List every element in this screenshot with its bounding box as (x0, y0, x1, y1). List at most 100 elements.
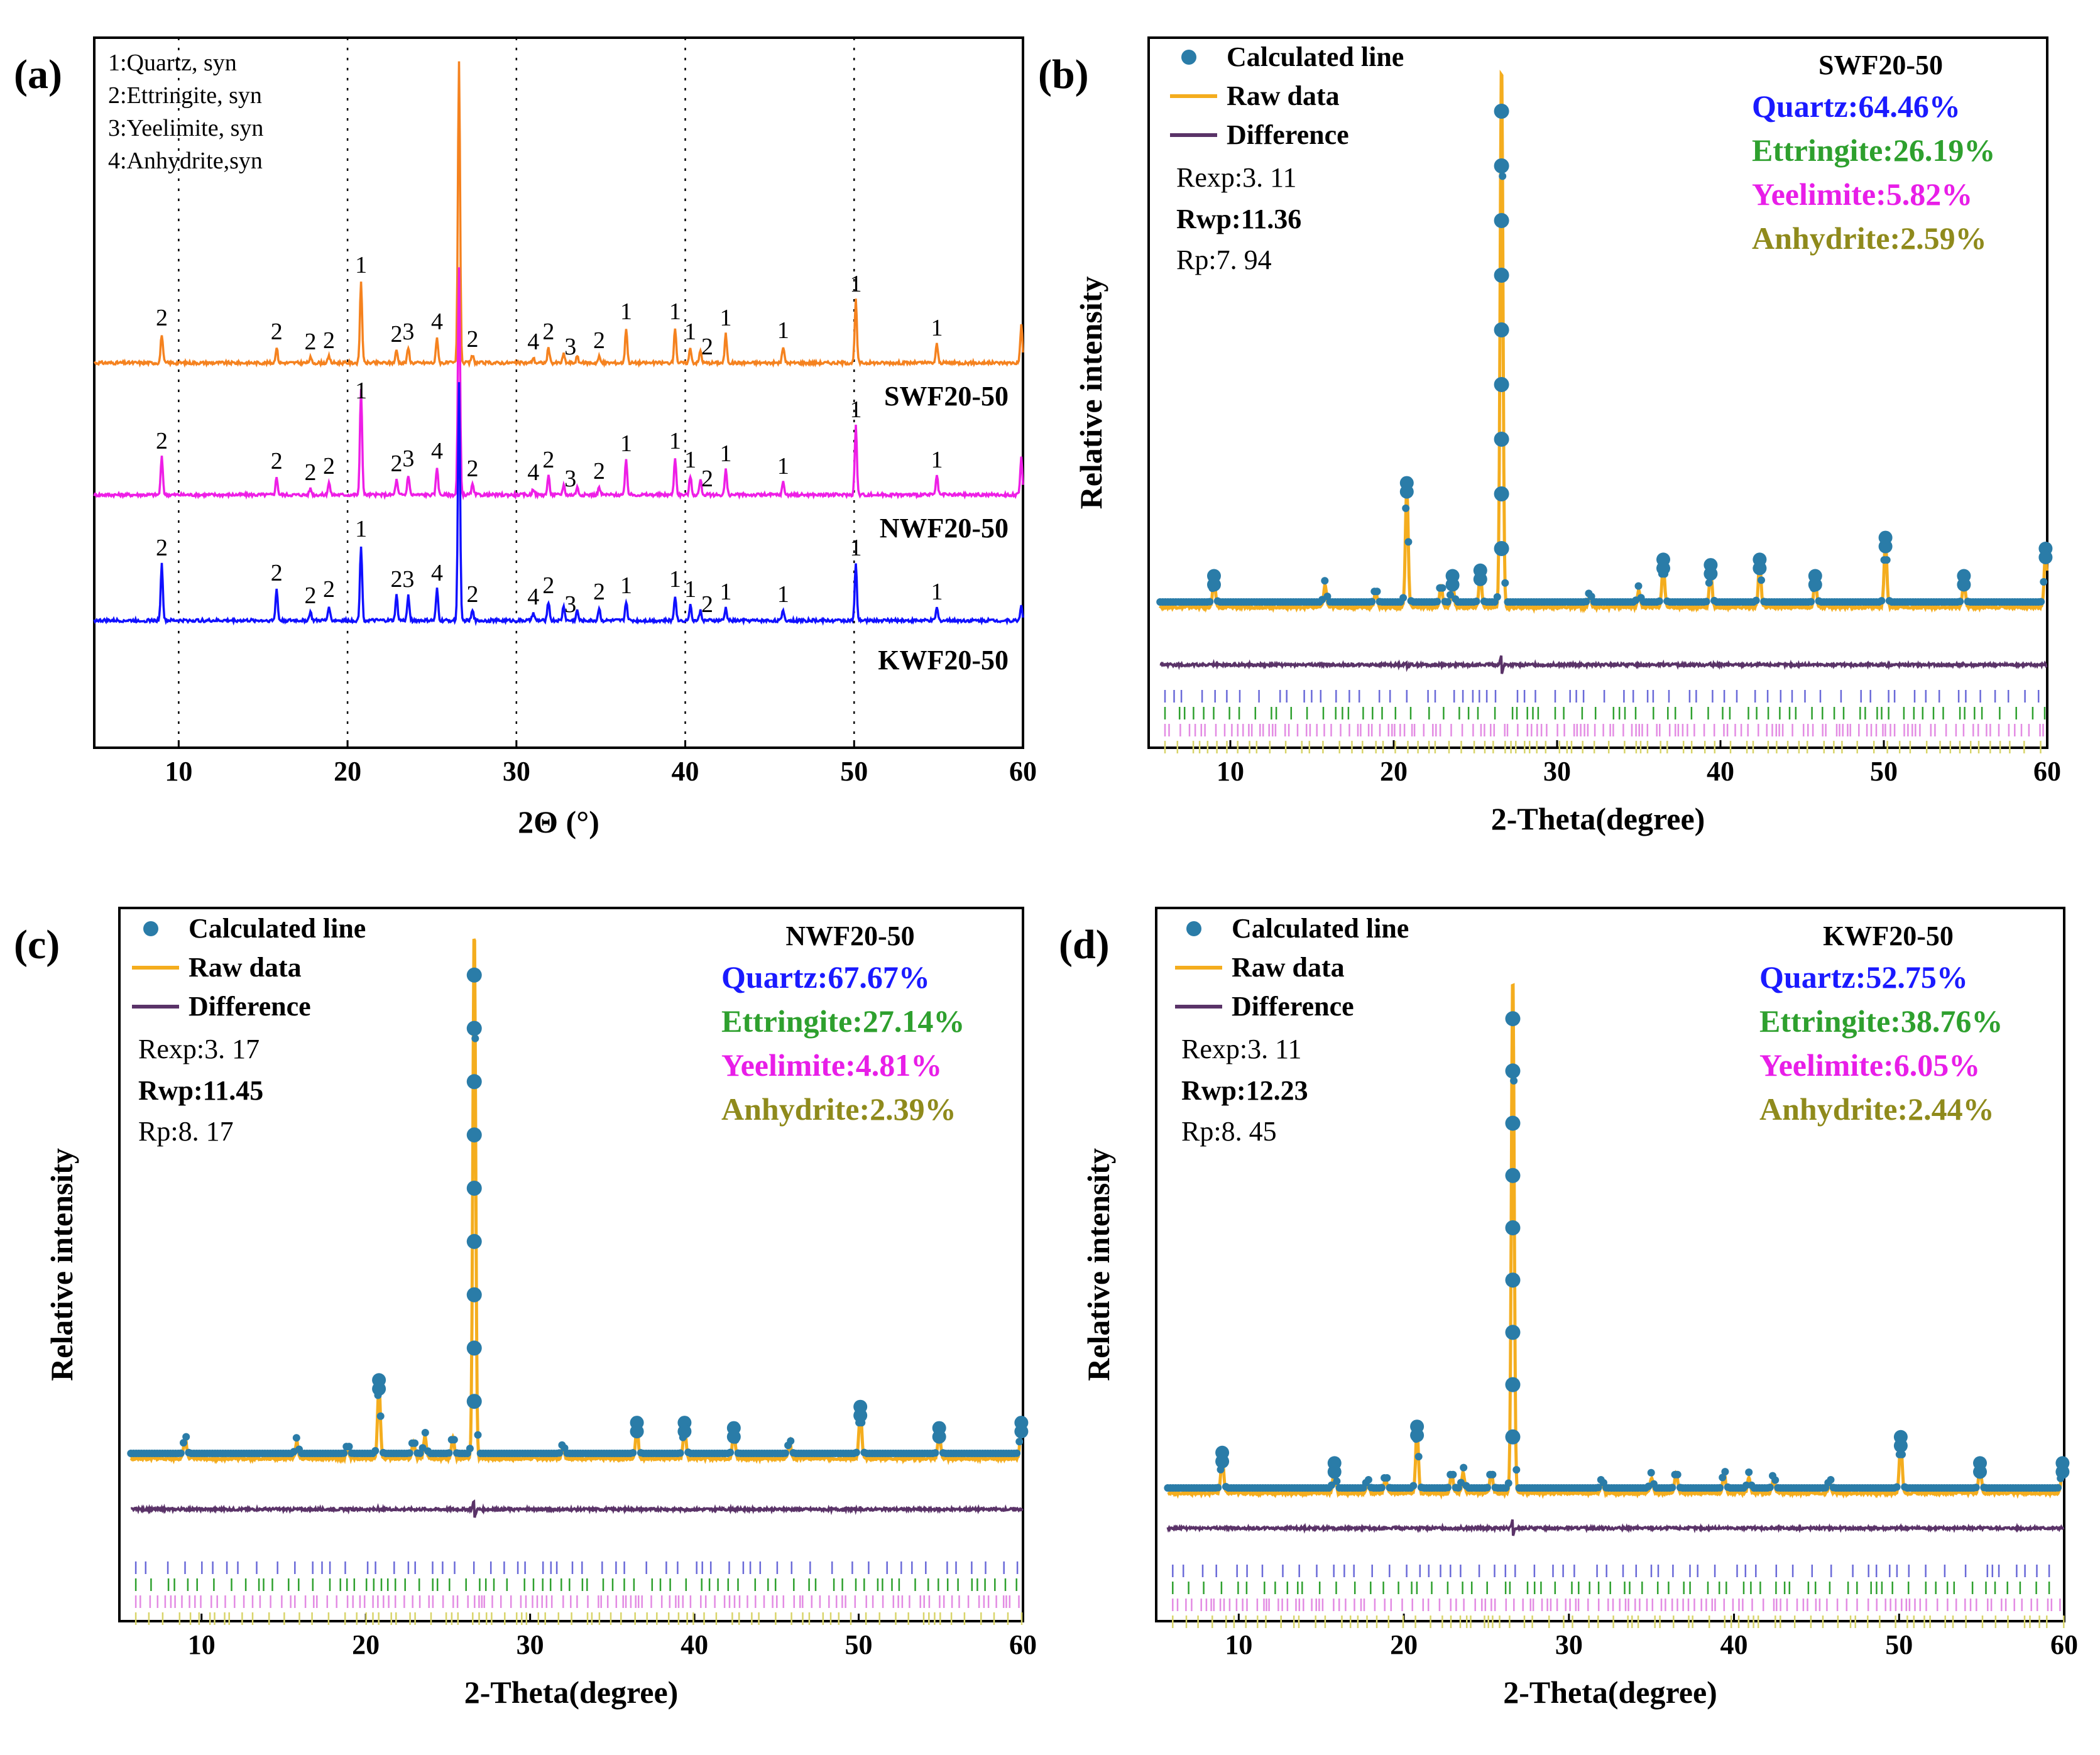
peak-label: 2 (701, 591, 713, 618)
panel-label: (d) (1059, 922, 1110, 968)
phase-fraction: Ettringite:27.14% (721, 1003, 965, 1039)
calculated-point (466, 1074, 482, 1090)
calculated-point (1893, 1483, 1901, 1491)
calculated-point (1716, 1484, 1724, 1492)
calculated-point (1446, 591, 1454, 599)
calculated-point (931, 1449, 939, 1457)
stat-rwp: Rwp:12.23 (1181, 1075, 1308, 1106)
calculated-point (1634, 582, 1643, 590)
phase-fraction: Ettringite:26.19% (1752, 133, 1995, 168)
peak-label: 4 (431, 438, 443, 464)
calculated-point (1494, 377, 1509, 392)
calculated-point (1704, 567, 1718, 581)
phase-fraction: Yeelimite:6.05% (1759, 1047, 1980, 1083)
calculated-point (1510, 1077, 1518, 1085)
stat-rexp: Rexp:3. 11 (1176, 162, 1296, 193)
calculated-point (466, 1233, 482, 1249)
calculated-point (2054, 1484, 2062, 1492)
y-axis-label: Relative intensity (1081, 1148, 1116, 1381)
peak-label: 2 (542, 447, 554, 473)
peak-label: 1 (931, 579, 943, 605)
legend-raw: Raw data (1232, 952, 1345, 983)
series-name: NWF20-50 (880, 513, 1009, 544)
legend-calculated: Calculated line (189, 913, 366, 944)
stat-rp: Rp:7. 94 (1176, 244, 1272, 275)
calculated-point (1443, 598, 1452, 606)
peak-label: 1 (684, 447, 696, 473)
peak-label: 2 (466, 326, 478, 353)
calculated-point (1494, 432, 1509, 447)
calculated-point (1438, 584, 1446, 592)
calculated-point (1505, 1220, 1521, 1235)
legend-entry: 3:Yeelimite, syn (108, 115, 263, 141)
x-tick-label: 20 (1390, 1629, 1418, 1660)
peak-label: 2 (593, 458, 605, 484)
legend-entry: 4:Anhydrite,syn (108, 148, 263, 174)
calculated-point (180, 1439, 187, 1447)
peak-label: 1 (355, 252, 367, 278)
x-axis-label: 2-Theta(degree) (1503, 1675, 1717, 1710)
panel-label: (a) (14, 52, 62, 97)
phase-fraction: Quartz:67.67% (721, 960, 930, 995)
calculated-point (629, 1449, 637, 1457)
calculated-point (1494, 158, 1509, 173)
peak-label: 1 (931, 447, 943, 473)
calculated-point (1893, 1438, 1908, 1453)
calculated-point (1505, 1063, 1521, 1079)
x-tick-label: 60 (1009, 756, 1037, 787)
x-tick-label: 30 (503, 756, 530, 787)
calculated-point (726, 1430, 741, 1444)
calculated-point (1512, 1466, 1521, 1474)
peak-label: 2 (271, 448, 283, 474)
y-axis-label: Relative intensity (1073, 276, 1108, 510)
x-tick-label: 50 (840, 756, 868, 787)
calculated-point (1489, 1470, 1497, 1479)
x-tick-label: 20 (1380, 756, 1408, 787)
calculated-point (182, 1433, 190, 1441)
series-line-SWF20-50 (94, 61, 1024, 368)
peak-label: 3 (564, 591, 576, 618)
calculated-point (466, 1445, 474, 1453)
x-tick-label: 60 (2050, 1629, 2078, 1660)
calculated-point (1206, 598, 1214, 606)
calculated-point (1656, 561, 1670, 576)
peak-label: 1 (620, 572, 632, 599)
phase-fraction: Anhydrite:2.39% (721, 1091, 956, 1127)
peak-label: 2 (323, 576, 335, 603)
legend-calculated: Calculated line (1232, 913, 1409, 944)
peak-label: 3 (564, 466, 576, 492)
calculated-point (1494, 104, 1509, 119)
raw-data-line (129, 938, 1024, 1465)
calculated-point (1807, 598, 1815, 606)
x-tick-label: 30 (1555, 1629, 1583, 1660)
calculated-point (932, 1430, 946, 1444)
calculated-point (1494, 541, 1509, 556)
peak-label: 3 (402, 446, 414, 472)
calculated-point (1501, 579, 1509, 587)
peak-label: 4 (527, 584, 539, 610)
calculated-point (1473, 572, 1487, 586)
legend-raw: Raw data (189, 952, 302, 983)
calculated-point (1972, 1484, 1980, 1492)
x-tick-label: 40 (1707, 756, 1734, 787)
calculated-point (345, 1443, 353, 1451)
calculated-point (1449, 1470, 1457, 1479)
calculated-point (2037, 598, 2045, 606)
x-tick-label: 20 (334, 756, 361, 787)
x-axis-label: 2Θ (°) (518, 804, 599, 839)
legend-entry: 1:Quartz, syn (108, 50, 237, 76)
calculated-point (1364, 1476, 1372, 1484)
calculated-point (411, 1439, 419, 1447)
peak-label: 2 (593, 579, 605, 605)
calculated-point (1409, 1482, 1418, 1490)
calculated-point (2038, 550, 2053, 564)
calculated-point (1014, 1424, 1029, 1439)
calculated-point (1752, 596, 1760, 604)
calculated-point (340, 1449, 348, 1457)
calculated-point (677, 1424, 692, 1439)
calculated-point (445, 1449, 453, 1457)
peak-label: 1 (355, 378, 367, 404)
calculated-point (1878, 539, 1893, 554)
peak-label: 2 (701, 466, 713, 492)
